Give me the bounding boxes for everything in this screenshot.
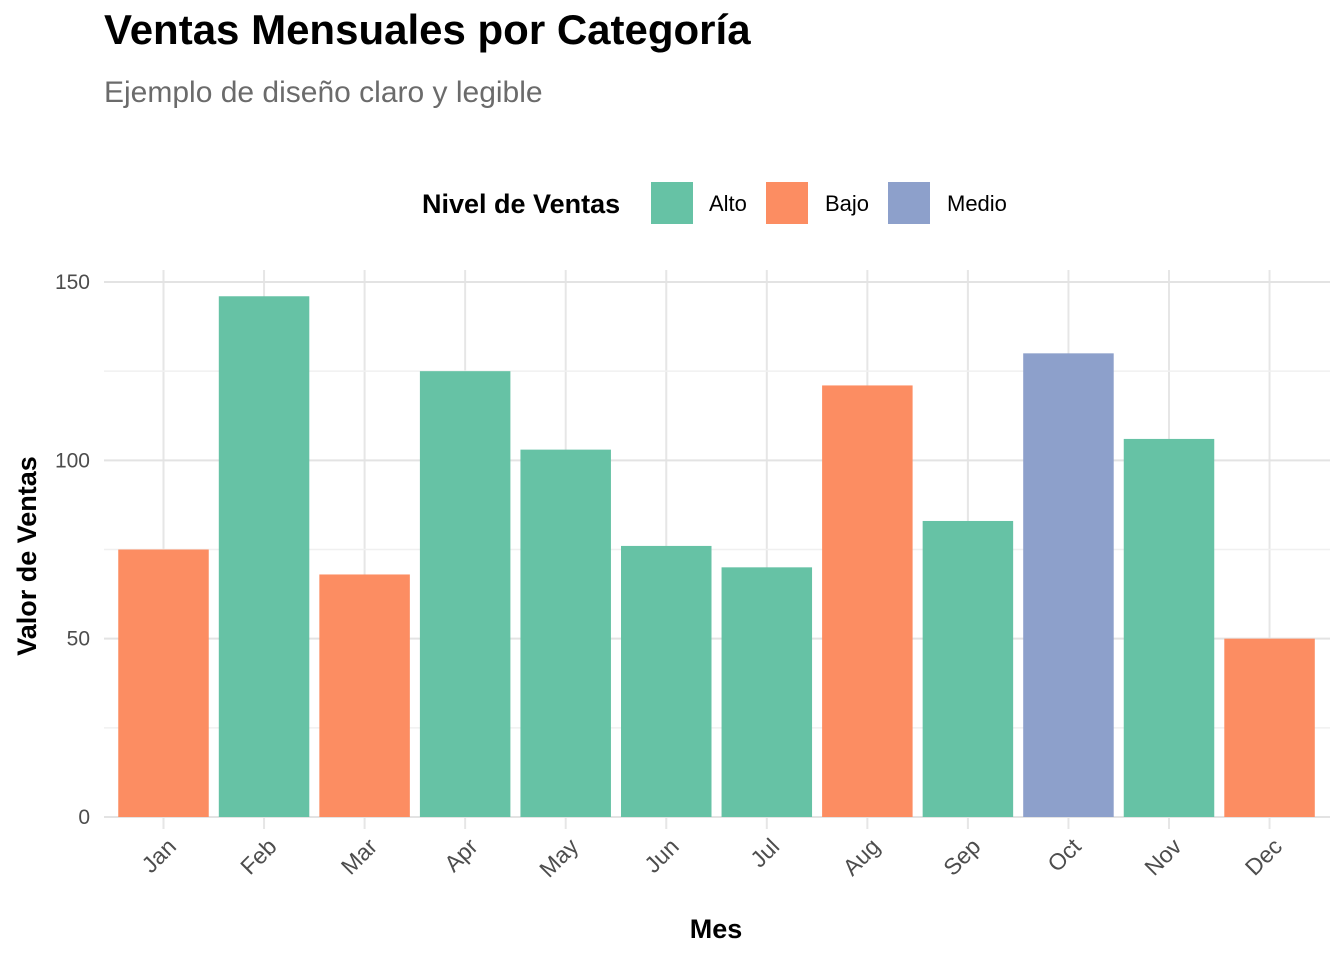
x-tick-label: Sep bbox=[938, 833, 985, 880]
bar-dec bbox=[1224, 638, 1315, 817]
y-tick-label: 0 bbox=[78, 806, 90, 829]
bar-jan bbox=[118, 549, 209, 817]
x-tick-label: May bbox=[534, 833, 583, 882]
bar-feb bbox=[218, 296, 310, 817]
bar-nov bbox=[1123, 438, 1215, 817]
bar-apr bbox=[419, 371, 511, 817]
x-tick-label: Jul bbox=[745, 833, 784, 872]
legend: Nivel de Ventas Alto Bajo Medio bbox=[422, 182, 1007, 224]
bar-sep bbox=[922, 520, 1014, 817]
legend-label-medio: Medio bbox=[947, 191, 1007, 216]
bar-oct bbox=[1023, 353, 1114, 817]
chart-subtitle: Ejemplo de diseño claro y legible bbox=[104, 76, 543, 109]
x-tick-label: Aug bbox=[838, 833, 885, 880]
bar-jul bbox=[721, 567, 813, 817]
legend-title: Nivel de Ventas bbox=[422, 189, 620, 219]
y-axis-title: Valor de Ventas bbox=[12, 456, 42, 656]
y-tick-label: 100 bbox=[55, 449, 90, 472]
legend-key-bajo bbox=[766, 182, 808, 224]
x-tick-label: Mar bbox=[336, 833, 383, 880]
x-axis-ticks: Jan Feb Mar Apr May Jun Jul Aug Sep Oct Nov Dec bbox=[136, 833, 1287, 883]
x-tick-label: Jan bbox=[136, 833, 181, 878]
legend-label-bajo: Bajo bbox=[825, 191, 869, 216]
bar-aug bbox=[822, 385, 913, 817]
x-tick-label: Feb bbox=[235, 833, 281, 879]
x-axis-title: Mes bbox=[690, 914, 743, 944]
bars bbox=[118, 296, 1315, 817]
x-tick-label: Dec bbox=[1240, 833, 1287, 880]
bar-mar bbox=[319, 574, 410, 817]
legend-key-alto bbox=[651, 182, 693, 224]
legend-key-medio bbox=[888, 182, 930, 224]
y-tick-label: 50 bbox=[67, 628, 90, 651]
y-axis-ticks: 0 50 100 150 bbox=[55, 271, 90, 829]
legend-label-alto: Alto bbox=[709, 191, 747, 216]
x-tick-label: Apr bbox=[439, 833, 483, 877]
bar-jun bbox=[621, 545, 712, 817]
x-tick-label: Oct bbox=[1042, 833, 1086, 877]
bar-may bbox=[520, 449, 611, 817]
x-tick-label: Jun bbox=[639, 833, 684, 878]
chart-title: Ventas Mensuales por Categoría bbox=[104, 6, 751, 53]
y-tick-label: 150 bbox=[55, 271, 90, 294]
x-tick-label: Nov bbox=[1139, 833, 1187, 881]
